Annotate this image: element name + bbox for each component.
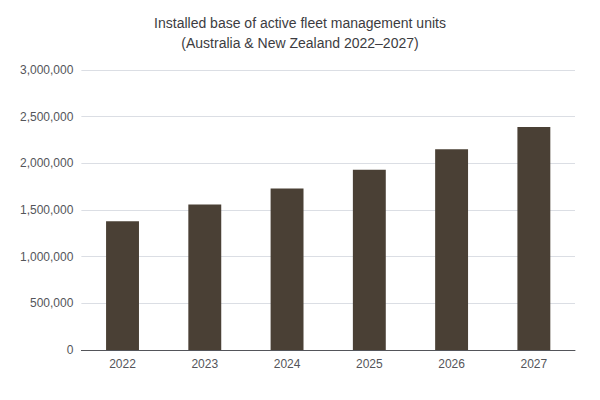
svg-text:2025: 2025 bbox=[356, 357, 383, 371]
svg-text:2027: 2027 bbox=[521, 357, 548, 371]
svg-text:1,500,000: 1,500,000 bbox=[20, 203, 74, 217]
svg-text:Installed base of active fleet: Installed base of active fleet managemen… bbox=[154, 15, 446, 31]
svg-text:2,500,000: 2,500,000 bbox=[20, 110, 74, 124]
svg-text:0: 0 bbox=[67, 343, 74, 357]
svg-text:3,000,000: 3,000,000 bbox=[20, 63, 74, 77]
svg-text:2024: 2024 bbox=[274, 357, 301, 371]
svg-text:2022: 2022 bbox=[109, 357, 136, 371]
svg-text:(Australia & New Zealand 2022–: (Australia & New Zealand 2022–2027) bbox=[181, 35, 418, 51]
svg-text:2026: 2026 bbox=[438, 357, 465, 371]
svg-text:2023: 2023 bbox=[191, 357, 218, 371]
svg-text:500,000: 500,000 bbox=[30, 296, 74, 310]
svg-text:2,000,000: 2,000,000 bbox=[20, 156, 74, 170]
svg-text:1,000,000: 1,000,000 bbox=[20, 250, 74, 264]
